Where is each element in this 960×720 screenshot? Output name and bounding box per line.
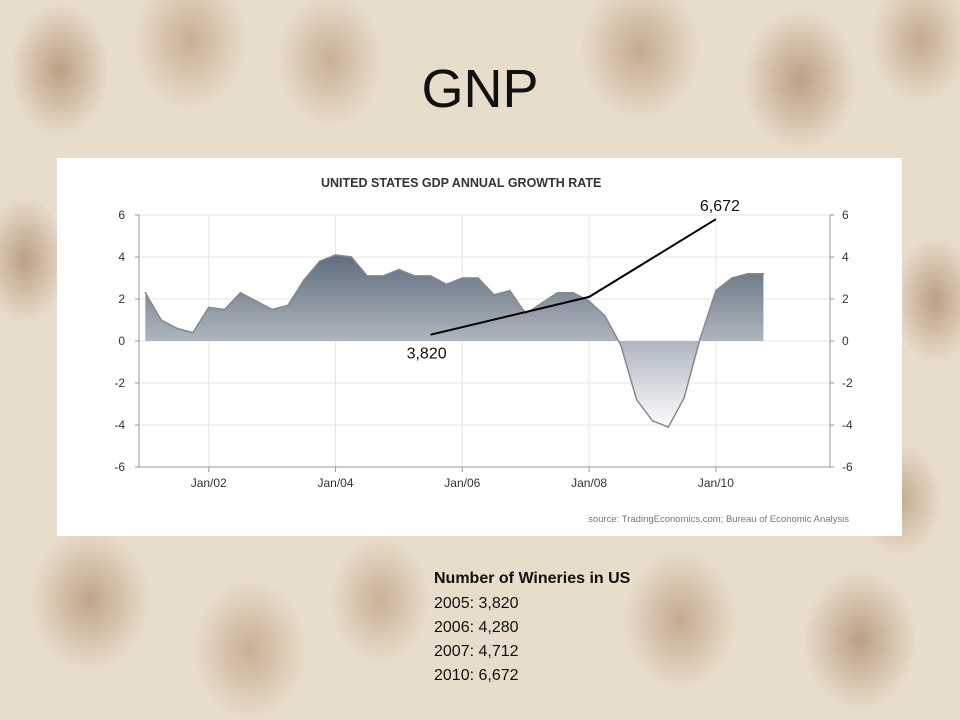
x-tick-label: Jan/08: [571, 476, 607, 490]
gdp-growth-chart: UNITED STATES GDP ANNUAL GROWTH RATE 6 6 4…: [114, 176, 853, 525]
data-point: [619, 344, 622, 346]
x-tick-label: Jan/06: [444, 476, 480, 490]
data-point: [635, 399, 638, 401]
x-tick-label: Jan/02: [191, 476, 227, 490]
y-tick-label-left: 4: [118, 250, 125, 264]
data-point: [588, 300, 590, 302]
data-point: [540, 302, 543, 304]
data-point: [524, 312, 527, 315]
data-point: [350, 256, 353, 258]
data-point: [366, 275, 369, 277]
data-point: [223, 308, 226, 311]
y-tick-label-right: 4: [842, 250, 849, 264]
annotation-label-6672: 6,672: [700, 198, 740, 215]
data-point: [398, 268, 400, 271]
data-point: [176, 327, 178, 330]
data-point: [509, 289, 511, 292]
y-tick-label-right: -2: [842, 376, 853, 390]
wineries-item-2006: 2006: 4,280: [434, 619, 519, 636]
data-point: [461, 277, 464, 279]
y-tick-label-right: 2: [842, 292, 849, 306]
data-point: [715, 289, 717, 292]
wineries-heading: Number of Wineries in US: [434, 570, 631, 587]
annotations: 3,820 6,672: [407, 198, 740, 363]
data-point: [271, 308, 273, 311]
data-point: [144, 291, 147, 294]
wineries-panel: Number of Wineries in US 2005: 3,820 200…: [434, 570, 630, 688]
data-point: [730, 277, 733, 279]
axes: 6 6 4 4 2 2 0 0 -2 -2 -4 -4 -6 -6 Jan/02 Jan/04 Jan/06 Ja…: [114, 208, 853, 490]
x-tick-label: Jan/10: [698, 476, 734, 490]
wineries-item-2005: 2005: 3,820: [434, 595, 519, 612]
data-point: [572, 291, 575, 294]
data-point: [318, 260, 321, 262]
data-point: [699, 338, 701, 340]
annotation-line: [430, 218, 717, 336]
data-point: [382, 275, 384, 277]
wineries-item-2007: 2007: 4,712: [434, 643, 519, 660]
data-point: [287, 304, 289, 307]
data-point: [667, 426, 670, 428]
data-point: [683, 396, 685, 399]
y-tick-label-right: -4: [842, 418, 853, 432]
y-tick-label-right: -6: [842, 460, 853, 474]
area-layer: [144, 254, 765, 429]
y-tick-label-left: -2: [114, 376, 125, 390]
chart-title: UNITED STATES GDP ANNUAL GROWTH RATE: [321, 176, 601, 190]
y-tick-label-left: -6: [114, 460, 125, 474]
data-point: [413, 275, 416, 277]
y-tick-label-left: 0: [118, 334, 125, 348]
chart-panel: UNITED STATES GDP ANNUAL GROWTH RATE 6 6 4…: [57, 158, 902, 536]
data-point: [477, 277, 479, 279]
data-point: [192, 331, 194, 334]
slide-title: GNP: [421, 59, 539, 119]
data-point: [207, 306, 210, 309]
data-point: [334, 254, 337, 256]
data-point: [493, 294, 495, 296]
data-point: [556, 291, 559, 294]
data-point: [445, 283, 448, 286]
data-point: [746, 273, 749, 275]
y-tick-label-right: 6: [842, 208, 849, 222]
data-point: [429, 275, 432, 277]
series-line: [144, 254, 764, 429]
chart-source: source: TradingEconomics.com; Bureau of …: [588, 514, 849, 525]
data-point: [651, 420, 654, 422]
wineries-item-2010: 2010: 6,672: [434, 667, 519, 684]
data-point: [255, 300, 258, 302]
data-point: [762, 273, 765, 275]
data-point: [303, 279, 305, 281]
data-point: [160, 319, 162, 321]
series-area: [145, 254, 764, 428]
y-tick-label-left: -4: [114, 418, 125, 432]
data-point: [604, 315, 606, 317]
annotation-label-3820: 3,820: [407, 346, 447, 363]
x-tick-label: Jan/04: [318, 476, 354, 490]
y-tick-label-left: 2: [118, 292, 125, 306]
data-point: [239, 291, 242, 294]
y-tick-label-right: 0: [842, 334, 849, 348]
y-tick-label-left: 6: [118, 208, 125, 222]
